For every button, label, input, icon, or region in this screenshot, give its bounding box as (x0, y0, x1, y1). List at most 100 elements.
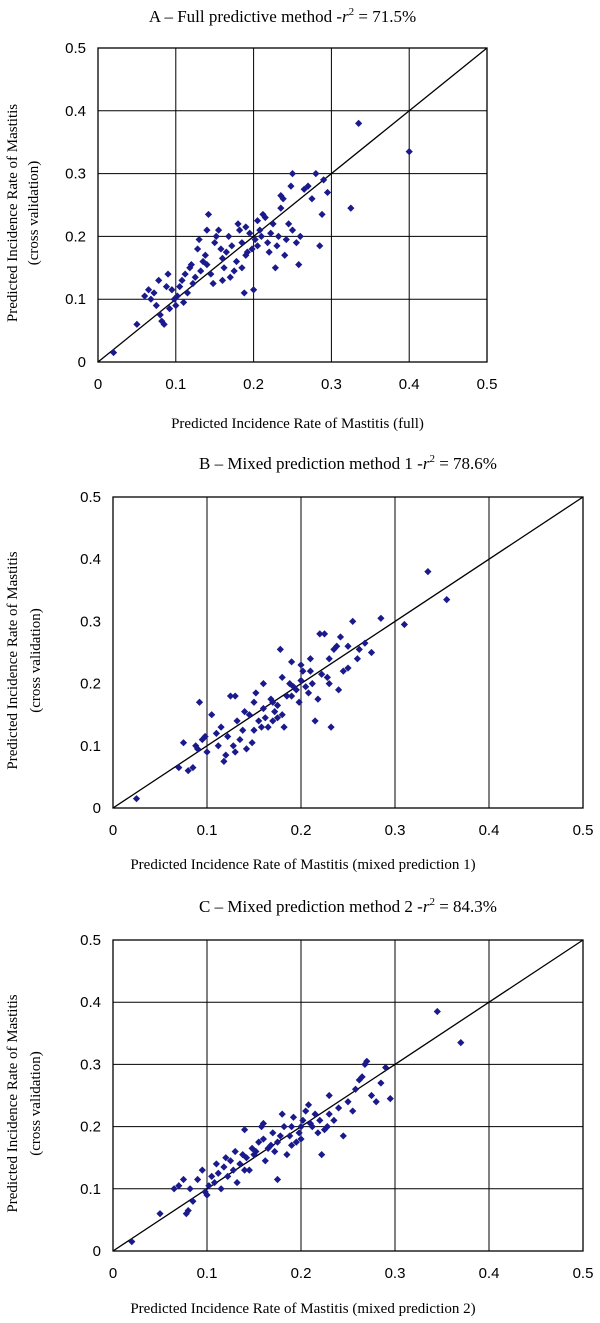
data-point (251, 235, 259, 244)
data-point (273, 1175, 282, 1184)
data-point (175, 763, 183, 772)
data-point (201, 251, 209, 259)
data-point (183, 289, 192, 297)
y-tick-label: 0.5 (80, 932, 101, 949)
data-point (194, 1175, 202, 1184)
chart-title: B – Mixed prediction method 1 -r2 = 78.6… (199, 453, 497, 473)
data-point (204, 210, 213, 219)
data-point (259, 1135, 267, 1143)
data-point (296, 232, 304, 240)
data-point (344, 642, 352, 650)
x-axis-label: Predicted Incidence Rate of Mastitis (fu… (171, 416, 424, 432)
data-point (220, 1163, 228, 1171)
x-tick-label: 0 (94, 376, 102, 393)
data-point (233, 1178, 241, 1187)
data-point (259, 1119, 267, 1128)
data-point (156, 1210, 164, 1218)
data-point (377, 1079, 385, 1087)
x-tick-label: 0.3 (385, 822, 406, 839)
x-tick-label: 0.2 (291, 1265, 312, 1282)
data-point (162, 283, 171, 291)
data-point (318, 210, 326, 219)
data-point (245, 1166, 253, 1174)
data-point (186, 1185, 194, 1193)
data-point (193, 245, 202, 253)
data-point (191, 273, 199, 281)
data-point (351, 1085, 360, 1093)
x-tick-label: 0.5 (573, 1265, 594, 1282)
data-point (295, 1129, 303, 1137)
data-point (277, 191, 285, 200)
data-point (257, 232, 265, 240)
data-point (355, 645, 363, 653)
data-point (195, 235, 203, 244)
y-tick-label: 0.3 (80, 1056, 101, 1073)
data-point (330, 645, 338, 653)
data-point (210, 1178, 219, 1187)
y-axis-label: Predicted Incidence Rate of Mastitis (5, 104, 21, 322)
data-point (302, 683, 310, 691)
data-point (179, 1175, 188, 1184)
x-tick-label: 0.1 (197, 1265, 218, 1282)
data-point (189, 1197, 197, 1205)
data-point (261, 714, 269, 722)
data-point (318, 1150, 326, 1159)
data-point (382, 1063, 390, 1072)
y-tick-label: 0.5 (80, 489, 101, 506)
data-point (316, 1116, 324, 1124)
data-point (302, 1107, 310, 1115)
data-point (424, 568, 432, 576)
data-point (192, 742, 200, 750)
x-tick-label: 0.4 (479, 1265, 500, 1282)
data-point (282, 235, 290, 244)
data-point (184, 1206, 192, 1215)
data-point (152, 301, 160, 310)
data-point (304, 1101, 313, 1109)
data-point (335, 1104, 343, 1112)
data-point (229, 1166, 237, 1174)
y-tick-label: 0.2 (80, 1119, 101, 1136)
data-point (217, 1185, 225, 1193)
data-point (203, 226, 211, 234)
x-tick-label: 0.1 (165, 376, 186, 393)
x-tick-label: 0.2 (243, 376, 264, 393)
data-point (295, 261, 303, 269)
data-point (232, 257, 241, 266)
data-point (264, 723, 272, 731)
data-point (443, 596, 451, 604)
data-point (299, 1116, 307, 1124)
data-point (349, 617, 357, 625)
data-point (259, 704, 267, 713)
data-point (323, 1123, 331, 1131)
data-point (304, 689, 313, 697)
data-point (271, 707, 279, 716)
data-point (325, 1091, 333, 1100)
data-point (325, 655, 333, 663)
data-point (269, 698, 277, 706)
data-point (214, 1169, 222, 1177)
data-point (141, 292, 149, 300)
data-point (358, 1073, 366, 1081)
data-point (248, 739, 256, 747)
data-point (278, 673, 286, 681)
data-point (259, 680, 267, 688)
data-point (361, 639, 369, 647)
data-point (252, 1147, 260, 1156)
data-point (286, 680, 294, 688)
data-point (271, 264, 279, 272)
data-point (344, 664, 352, 672)
data-point (235, 226, 244, 234)
data-point (311, 1110, 319, 1118)
data-point (164, 270, 172, 278)
data-point (231, 1147, 239, 1156)
data-point (323, 188, 332, 197)
chart-title: C – Mixed prediction method 2 -r2 = 84.3… (199, 896, 497, 916)
data-point (297, 676, 305, 685)
data-point (181, 270, 189, 278)
data-point (372, 1098, 380, 1106)
data-point (184, 767, 192, 775)
plot-area-frame (112, 496, 584, 809)
y-axis-label: Predicted Incidence Rate of Mastitis (5, 551, 21, 769)
data-point (170, 295, 178, 303)
y-tick-label: 0.2 (65, 228, 86, 245)
